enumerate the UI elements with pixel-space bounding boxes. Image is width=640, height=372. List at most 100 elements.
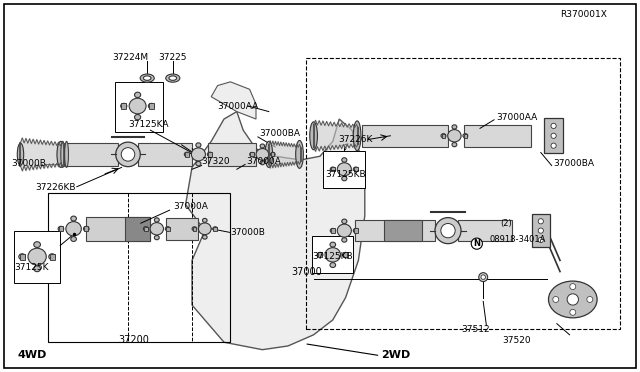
Ellipse shape — [353, 167, 358, 171]
Circle shape — [538, 219, 543, 224]
Bar — [271, 153, 275, 156]
Ellipse shape — [154, 218, 159, 222]
Circle shape — [121, 148, 135, 161]
Text: 37125KA: 37125KA — [128, 120, 168, 129]
Bar — [193, 227, 196, 231]
Bar — [362, 125, 448, 147]
Ellipse shape — [198, 223, 211, 235]
Circle shape — [587, 296, 593, 302]
Ellipse shape — [353, 121, 361, 151]
Bar — [138, 143, 192, 166]
Bar — [185, 152, 189, 157]
Circle shape — [481, 275, 485, 279]
Ellipse shape — [154, 235, 159, 240]
Ellipse shape — [342, 158, 347, 162]
Circle shape — [435, 218, 461, 244]
Circle shape — [538, 228, 543, 233]
Bar — [544, 118, 563, 153]
Ellipse shape — [256, 148, 269, 160]
Bar — [312, 236, 353, 273]
Text: 08918-3401A: 08918-3401A — [490, 235, 546, 244]
Polygon shape — [211, 82, 256, 119]
Bar — [166, 227, 170, 231]
Ellipse shape — [196, 161, 201, 166]
Ellipse shape — [260, 161, 265, 165]
Bar — [149, 103, 154, 109]
Ellipse shape — [250, 153, 254, 156]
Bar — [331, 167, 335, 171]
Ellipse shape — [61, 141, 65, 167]
Text: 37000AA: 37000AA — [218, 102, 259, 110]
Ellipse shape — [441, 134, 446, 138]
Ellipse shape — [148, 103, 154, 109]
Ellipse shape — [296, 141, 303, 168]
Ellipse shape — [184, 152, 189, 157]
Ellipse shape — [196, 143, 201, 147]
Bar — [86, 217, 150, 241]
Text: N: N — [474, 239, 480, 248]
Bar — [122, 103, 126, 109]
Ellipse shape — [330, 228, 335, 233]
Ellipse shape — [66, 222, 81, 236]
Text: 4WD: 4WD — [18, 350, 47, 360]
Ellipse shape — [57, 141, 65, 167]
Bar — [208, 143, 256, 166]
Ellipse shape — [463, 134, 468, 138]
Circle shape — [538, 237, 543, 243]
Bar — [318, 252, 322, 257]
Circle shape — [441, 224, 455, 238]
Text: 37125K: 37125K — [14, 263, 49, 272]
Text: 37226K: 37226K — [338, 135, 372, 144]
Ellipse shape — [202, 235, 207, 239]
Ellipse shape — [202, 218, 207, 222]
Bar — [323, 151, 365, 188]
Text: 37320: 37320 — [202, 157, 230, 166]
Bar — [384, 220, 422, 241]
Bar — [463, 134, 467, 138]
Circle shape — [479, 273, 488, 282]
Ellipse shape — [134, 92, 141, 97]
Ellipse shape — [191, 148, 205, 161]
Circle shape — [570, 310, 576, 315]
Ellipse shape — [452, 125, 457, 129]
Bar — [354, 228, 358, 233]
Text: 37224M: 37224M — [112, 53, 148, 62]
Bar — [59, 226, 63, 231]
Bar — [464, 125, 531, 147]
Ellipse shape — [143, 227, 148, 231]
Bar — [458, 220, 512, 241]
Ellipse shape — [330, 167, 335, 171]
Ellipse shape — [330, 242, 335, 247]
Ellipse shape — [330, 263, 335, 267]
Ellipse shape — [140, 74, 154, 82]
Bar — [144, 227, 148, 231]
Ellipse shape — [71, 237, 76, 241]
Text: 37000AA: 37000AA — [496, 113, 537, 122]
Bar — [442, 134, 445, 138]
Ellipse shape — [58, 226, 64, 231]
Text: 37000BA: 37000BA — [259, 129, 300, 138]
Bar — [354, 167, 358, 171]
Ellipse shape — [121, 103, 127, 109]
Bar — [50, 254, 54, 260]
Ellipse shape — [310, 122, 317, 150]
Ellipse shape — [337, 224, 351, 237]
Ellipse shape — [71, 216, 76, 221]
Ellipse shape — [17, 143, 24, 166]
Text: 37125KB: 37125KB — [312, 252, 353, 261]
Ellipse shape — [165, 227, 170, 231]
Bar — [84, 226, 88, 231]
Text: 37000A: 37000A — [173, 202, 207, 211]
Ellipse shape — [342, 176, 347, 181]
Circle shape — [567, 294, 579, 305]
Ellipse shape — [34, 266, 40, 272]
Polygon shape — [186, 112, 365, 350]
Ellipse shape — [265, 141, 273, 167]
Bar — [115, 82, 163, 132]
Ellipse shape — [548, 281, 597, 318]
Circle shape — [551, 133, 556, 138]
Bar — [208, 152, 212, 157]
Ellipse shape — [83, 226, 89, 231]
Text: 37000B: 37000B — [230, 228, 265, 237]
Ellipse shape — [49, 254, 56, 260]
